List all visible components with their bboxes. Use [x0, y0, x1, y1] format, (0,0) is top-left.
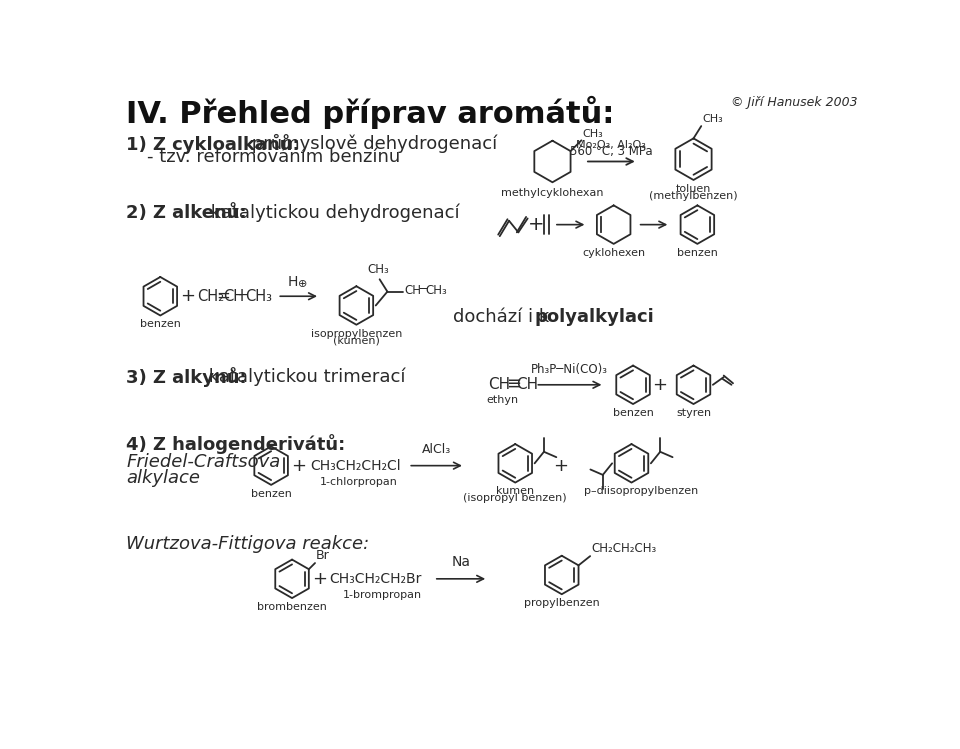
Text: CH₃: CH₃ — [246, 289, 273, 304]
Text: 4) Z halogenderivátů:: 4) Z halogenderivátů: — [126, 434, 346, 454]
Text: ⊕: ⊕ — [299, 279, 307, 288]
Text: 1) Z cykloalkanů:: 1) Z cykloalkanů: — [126, 134, 300, 154]
Text: styren: styren — [676, 408, 711, 418]
Text: benzen: benzen — [677, 248, 718, 258]
Text: propylbenzen: propylbenzen — [524, 598, 600, 608]
Text: Br: Br — [316, 548, 329, 562]
Text: Ph₃P─Ni(CO)₃: Ph₃P─Ni(CO)₃ — [531, 363, 608, 375]
Text: ─: ─ — [238, 288, 247, 303]
Text: 2) Z alkenů:: 2) Z alkenů: — [126, 204, 247, 222]
Text: ─: ─ — [420, 283, 426, 296]
Text: 560 °C, 3 MPa: 560 °C, 3 MPa — [570, 145, 653, 158]
Text: CH₃: CH₃ — [367, 263, 389, 276]
Text: (methylbenzen): (methylbenzen) — [649, 191, 738, 201]
Text: +: + — [180, 287, 195, 306]
Text: 1-chlorpropan: 1-chlorpropan — [320, 477, 397, 487]
Text: benzen: benzen — [251, 489, 292, 499]
Text: H: H — [288, 275, 299, 288]
Text: +: + — [312, 570, 327, 588]
Text: katalytickou trimerací: katalytickou trimerací — [203, 367, 405, 386]
Text: (kumen): (kumen) — [333, 336, 380, 345]
Text: Mo₂O₃, Al₂O₃: Mo₂O₃, Al₂O₃ — [576, 140, 646, 150]
Text: cyklohexen: cyklohexen — [582, 248, 645, 258]
Text: CH: CH — [516, 377, 539, 392]
Text: +: + — [528, 215, 544, 234]
Text: CH₃CH₂CH₂Br: CH₃CH₂CH₂Br — [329, 571, 421, 586]
Text: - tzv. reformováním benzínu: - tzv. reformováním benzínu — [147, 148, 400, 166]
Text: dochází i k: dochází i k — [453, 308, 555, 326]
Text: p–diisopropylbenzen: p–diisopropylbenzen — [584, 486, 698, 497]
Text: CH: CH — [223, 289, 244, 304]
Text: +: + — [553, 457, 567, 475]
Text: Na: Na — [451, 555, 470, 568]
Text: ≡: ≡ — [506, 374, 521, 392]
Text: CH₂CH₂CH₃: CH₂CH₂CH₃ — [591, 542, 657, 554]
Text: alkylace: alkylace — [126, 470, 201, 488]
Text: brombenzen: brombenzen — [257, 602, 327, 612]
Text: 1-brompropan: 1-brompropan — [343, 590, 421, 601]
Text: CH₃CH₂CH₂Cl: CH₃CH₂CH₂Cl — [310, 458, 400, 473]
Text: =: = — [216, 286, 230, 305]
Text: ethyn: ethyn — [487, 395, 519, 404]
Text: CH₃: CH₃ — [582, 129, 603, 139]
Text: Friedel-Craftsova: Friedel-Craftsova — [126, 452, 280, 470]
Text: isopropylbenzen: isopropylbenzen — [311, 329, 402, 339]
Text: methylcyklohexan: methylcyklohexan — [501, 189, 604, 198]
Text: benzen: benzen — [612, 408, 654, 418]
Text: © Jiří Hanusek 2003: © Jiří Hanusek 2003 — [732, 96, 858, 109]
Text: +: + — [292, 457, 306, 475]
Text: CH: CH — [488, 377, 511, 392]
Text: (isopropyl benzen): (isopropyl benzen) — [464, 494, 567, 503]
Text: toluen: toluen — [676, 184, 711, 194]
Text: +: + — [652, 376, 667, 394]
Text: IV. Přehled příprav aromátů:: IV. Přehled příprav aromátů: — [126, 96, 614, 129]
Text: 3) Z alkynů:: 3) Z alkynů: — [126, 367, 247, 387]
Text: CH₃: CH₃ — [703, 114, 724, 124]
Text: Wurtzova-Fittigova reakce:: Wurtzova-Fittigova reakce: — [126, 535, 370, 553]
Text: CH₃: CH₃ — [425, 284, 447, 297]
Text: CH₂: CH₂ — [198, 289, 225, 304]
Text: benzen: benzen — [140, 319, 180, 330]
Text: AlCl₃: AlCl₃ — [421, 443, 451, 456]
Text: průmyslově dehydrogenací: průmyslově dehydrogenací — [247, 134, 497, 153]
Text: CH: CH — [404, 284, 421, 297]
Text: kumen: kumen — [496, 486, 535, 497]
Text: polyalkylaci: polyalkylaci — [535, 308, 655, 326]
Text: katalytickou dehydrogenací: katalytickou dehydrogenací — [205, 204, 460, 222]
